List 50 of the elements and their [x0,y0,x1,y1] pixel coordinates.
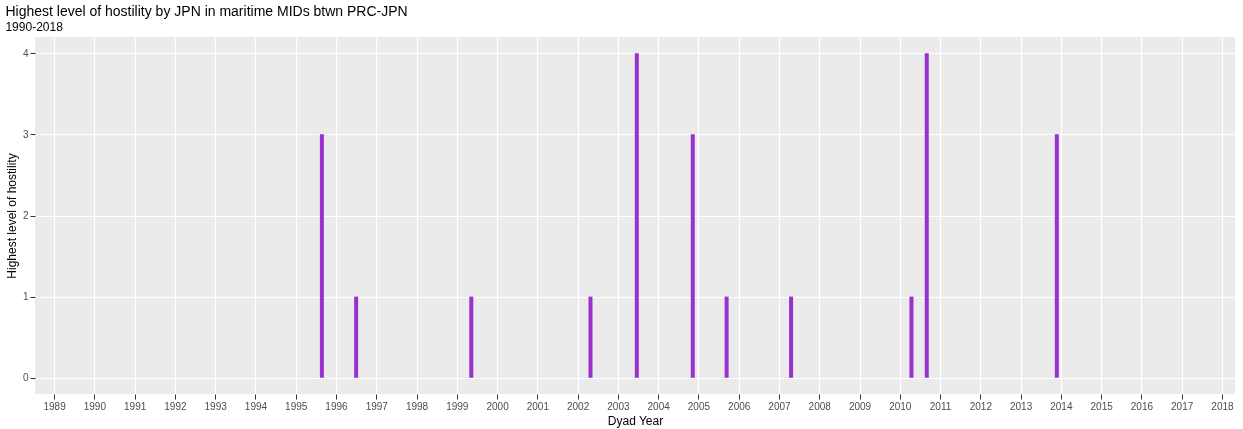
x-tick-label: 2005 [687,400,711,412]
x-tick-label: 2002 [566,400,590,412]
x-tick-label: 1991 [124,400,147,412]
x-tick-label: 1990 [83,400,107,412]
x-tick-label: 1996 [325,400,349,412]
y-tick-label: 1 [22,291,29,303]
bar [354,296,359,378]
x-tick-label: 1995 [285,400,308,412]
x-tick-label: 1992 [164,400,187,412]
bar [924,53,929,378]
x-tick-label: 2017 [1171,400,1194,412]
chart-subtitle: 1990-2018 [5,20,64,34]
x-tick-label: 1989 [43,400,67,412]
x-axis-title: Dyad Year [607,413,664,428]
x-tick-label: 2013 [1009,400,1033,412]
y-tick-label: 0 [22,372,29,384]
bar [789,296,794,378]
x-tick-label: 1998 [405,400,429,412]
x-tick-label: 1994 [244,400,268,412]
bar [690,134,695,378]
y-tick-label: 2 [22,210,29,221]
y-tick-label: 3 [22,128,29,140]
x-tick-label: 2001 [526,400,550,412]
x-tick-label: 2012 [969,400,993,412]
x-tick-label: 2011 [929,400,952,412]
x-tick-label: 1993 [204,400,228,412]
x-tick-label: 2004 [647,400,671,412]
bar [319,134,324,378]
x-tick-label: 2018 [1211,400,1235,412]
chart-title: Highest level of hostility by JPN in maritime MIDs btwn PRC-JPN [5,3,408,19]
x-tick-label: 2016 [1130,400,1154,412]
y-tick-label: 4 [22,47,29,59]
x-tick-label: 2015 [1090,400,1114,412]
bar [634,53,639,378]
x-tick-label: 2003 [607,400,630,412]
x-tick-label: 1997 [365,400,389,412]
y-axis-title: Highest level of hostility [4,153,19,279]
bar [588,296,593,378]
x-tick-label: 2006 [728,400,751,412]
x-tick-label: 2008 [808,400,832,412]
x-tick-label: 2010 [889,400,912,412]
bar [1054,134,1059,378]
x-tick-label: 1999 [446,400,469,412]
x-tick-label: 2014 [1050,400,1073,412]
x-tick-label: 2000 [486,400,510,412]
bar [724,296,729,378]
x-tick-label: 2007 [768,400,792,412]
x-tick-label: 2009 [848,400,872,412]
bar [909,296,914,378]
bar [469,296,474,378]
